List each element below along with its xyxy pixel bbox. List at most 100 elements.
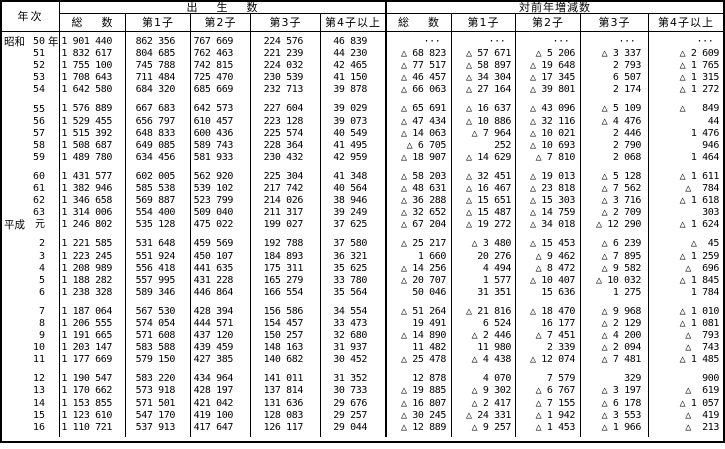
cell-births-child4plus: 46 839 [321,36,387,49]
cell-births-child4plus: 30 452 [321,354,387,367]
cell-births-child4plus: 41 348 [321,170,387,184]
spacer-cell [251,32,321,36]
cell-births-child3: 154 457 [251,317,321,331]
cell-births-child1: 554 400 [126,207,191,220]
cell-change-total: △ 16 807 [387,397,452,410]
cell-change-total: ··· [387,36,452,49]
cell-change-child2: △ 43 096 [516,103,581,116]
year-number: 60 [32,170,45,182]
year-cell: 51 [2,48,60,61]
cell-births-child2: 417 647 [191,421,251,434]
spacer-cell [126,231,191,239]
cell-change-child2: △ 23 818 [516,183,581,196]
cell-births-child4plus: 42 959 [321,151,387,164]
cell-change-child2: △ 10 021 [516,127,581,140]
spacer-cell [321,32,387,36]
cell-births-child3: 224 032 [251,60,321,73]
cell-births-total: 1 188 282 [60,274,126,287]
cell-births-child4plus: 31 352 [321,373,387,386]
cell-change-child1: △ 4 438 [452,354,516,367]
cell-change-child3: 2 174 [581,84,649,97]
year-cell: 52 [2,60,60,73]
cell-births-child1: 547 170 [126,409,191,422]
cell-births-child3: 221 239 [251,48,321,61]
year-cell: 13 [2,385,60,398]
cell-births-child4plus: 40 564 [321,183,387,196]
cell-births-total: 1 708 643 [60,72,126,85]
cell-change-child1: △ 14 629 [452,151,516,164]
cell-births-child4plus: 29 044 [321,421,387,434]
cell-change-child2: △ 39 801 [516,84,581,97]
cell-change-child4plus: △ 419 [685,409,719,421]
cell-change-total: △ 14 256 [387,262,452,275]
header-change-child2: 第2子 [516,14,581,32]
cell-change-child2: △ 1 453 [516,421,581,434]
cell-change-child4plus: △ 1 081 [679,317,720,329]
cell-births-child2: 439 459 [191,342,251,355]
cell-births-child1: 634 456 [126,151,191,164]
spacer-cell [581,433,649,437]
spacer-cell [452,298,516,306]
year-cell: 61 [2,183,60,196]
cell-change-child2: △ 10 693 [516,139,581,152]
year-number: 52 [32,60,45,72]
spacer-cell [2,298,60,306]
cell-births-child3: 230 539 [251,72,321,85]
spacer-cell [251,96,321,104]
year-number: 54 [32,84,45,96]
cell-births-child3: 223 128 [251,115,321,128]
cell-change-child2: △ 15 453 [516,238,581,251]
cell-births-child1: 684 320 [126,84,191,97]
cell-change-child3: 2 068 [581,151,649,164]
cell-births-child3: 175 311 [251,262,321,275]
cell-change-child4plus: ··· [696,36,719,47]
year-cell: 62 [2,195,60,208]
cell-change-child4plus: 1 476 [690,127,720,139]
cell-change-child4plus: 1 784 [690,286,720,298]
cell-births-child1: 535 128 [126,219,191,232]
spacer-cell [251,163,321,171]
spacer-cell [2,96,60,104]
cell-change-total: △ 67 204 [387,219,452,232]
cell-change-total: △ 19 885 [387,385,452,398]
year-number: 6 [38,286,45,298]
cell-births-child4plus: 36 321 [321,250,387,263]
cell-births-child4plus: 41 495 [321,139,387,152]
cell-change-child1: 4 070 [452,373,516,386]
cell-births-child2: 434 964 [191,373,251,386]
year-number: 61 [32,183,45,195]
cell-births-child1: 583 588 [126,342,191,355]
cell-births-total: 1 508 687 [60,139,126,152]
cell-births-child4plus: 30 733 [321,385,387,398]
spacer-cell [60,163,126,171]
cell-change-child1: △ 2 446 [452,330,516,343]
cell-change-total: △ 36 288 [387,195,452,208]
cell-births-total: 1 238 328 [60,286,126,299]
spacer-cell [321,366,387,374]
cell-change-child2: △ 6 767 [516,385,581,398]
spacer-cell [191,433,251,437]
spacer-cell [321,231,387,239]
spacer-cell [2,32,60,36]
cell-change-child1: △ 15 487 [452,207,516,220]
cell-births-total: 1 832 617 [60,48,126,61]
cell-births-child3: 211 317 [251,207,321,220]
cell-change-total: △ 30 245 [387,409,452,422]
cell-births-total: 1 223 245 [60,250,126,263]
year-number: 13 [32,385,45,397]
cell-change-child1: △ 15 651 [452,195,516,208]
cell-change-child1: △ 24 331 [452,409,516,422]
cell-births-child1: 711 484 [126,72,191,85]
cell-change-child2: △ 7 810 [516,151,581,164]
cell-births-total: 1 191 665 [60,330,126,343]
year-cell: 9 [2,330,60,343]
cell-births-total: 1 170 662 [60,385,126,398]
cell-change-total: △ 58 203 [387,170,452,184]
era-label: 平成 [4,219,25,232]
cell-births-total: 1 642 580 [60,84,126,97]
cell-change-total: △ 46 457 [387,72,452,85]
year-cell: 11 [2,354,60,367]
cell-births-child2: 642 573 [191,103,251,116]
cell-births-child3: 166 554 [251,286,321,299]
year-cell: 3 [2,250,60,263]
